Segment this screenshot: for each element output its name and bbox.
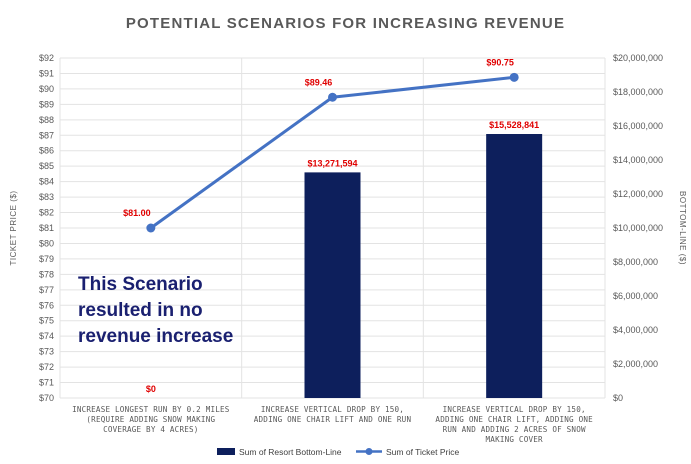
bar [304,172,361,398]
y-tick-label: $78 [39,269,54,279]
x-category-label: INCREASE VERTICAL DROP BY 150, [443,405,586,414]
y-tick-label: $79 [39,254,54,264]
y2-tick-label: $8,000,000 [613,257,658,267]
legend-swatch-bar [217,448,235,455]
y-tick-label: $91 [39,68,54,78]
y-tick-label: $82 [39,208,54,218]
bar-data-label: $15,528,841 [489,120,539,130]
bar-data-label: $13,271,594 [307,158,357,168]
no-increase-note: resulted in no [78,300,203,321]
x-category-label: INCREASE LONGEST RUN BY 0.2 MILES [72,405,230,414]
y-tick-label: $73 [39,347,54,357]
y-tick-label: $88 [39,115,54,125]
y2-tick-label: $2,000,000 [613,359,658,369]
legend-label-bar: Sum of Resort Bottom-Line [239,447,342,457]
y2-axis-title: BOTTOM-LINE ($) [678,191,687,265]
y-tick-label: $92 [39,53,54,63]
y-tick-label: $90 [39,84,54,94]
x-category-label: MAKING COVER [486,435,543,444]
line-data-label: $81.00 [123,208,151,218]
x-category-label: COVERAGE BY 4 ACRES) [103,425,198,434]
y-tick-label: $85 [39,161,54,171]
y-tick-label: $70 [39,393,54,403]
y2-tick-label: $10,000,000 [613,223,663,233]
y2-tick-label: $0 [613,393,623,403]
y2-tick-label: $6,000,000 [613,291,658,301]
y2-tick-label: $4,000,000 [613,325,658,335]
no-increase-note: This Scenario [78,274,203,295]
x-category-label: (REQUIRE ADDING SNOW MAKING [86,415,215,424]
no-increase-note: revenue increase [78,326,233,347]
y-tick-label: $80 [39,238,54,248]
y-tick-label: $89 [39,99,54,109]
y-tick-label: $86 [39,146,54,156]
y2-tick-label: $18,000,000 [613,87,663,97]
y-tick-label: $87 [39,130,54,140]
bar-data-label: $0 [146,384,156,394]
legend-label-line: Sum of Ticket Price [386,447,459,457]
y-tick-label: $72 [39,362,54,372]
line-point [328,92,337,102]
y-tick-label: $76 [39,300,54,310]
x-category-label: INCREASE VERTICAL DROP BY 150, [261,405,404,414]
y2-tick-label: $14,000,000 [613,155,663,165]
y2-tick-label: $20,000,000 [613,53,663,63]
legend-swatch-marker [365,448,373,455]
chart-title: POTENTIAL SCENARIOS FOR INCREASING REVEN… [126,15,565,32]
x-category-label: ADDING ONE CHAIR LIFT AND ONE RUN [254,415,412,424]
y-tick-label: $83 [39,192,54,202]
bar [486,134,543,398]
y-tick-label: $84 [39,177,54,187]
y-tick-label: $75 [39,316,54,326]
y-axis-title: TICKET PRICE ($) [9,191,18,266]
y-tick-label: $81 [39,223,54,233]
y2-tick-label: $12,000,000 [613,189,663,199]
y-tick-label: $77 [39,285,54,295]
x-category-label: RUN AND ADDING 2 ACRES OF SNOW [443,425,586,434]
line-data-label: $89.46 [305,77,333,87]
line-data-label: $90.75 [486,57,514,67]
y-tick-label: $74 [39,331,54,341]
y2-tick-label: $16,000,000 [613,121,663,131]
y-tick-label: $71 [39,378,54,388]
x-category-label: ADDING ONE CHAIR LIFT, ADDING ONE [435,415,593,424]
line-point [509,72,519,82]
line-point [146,223,156,233]
